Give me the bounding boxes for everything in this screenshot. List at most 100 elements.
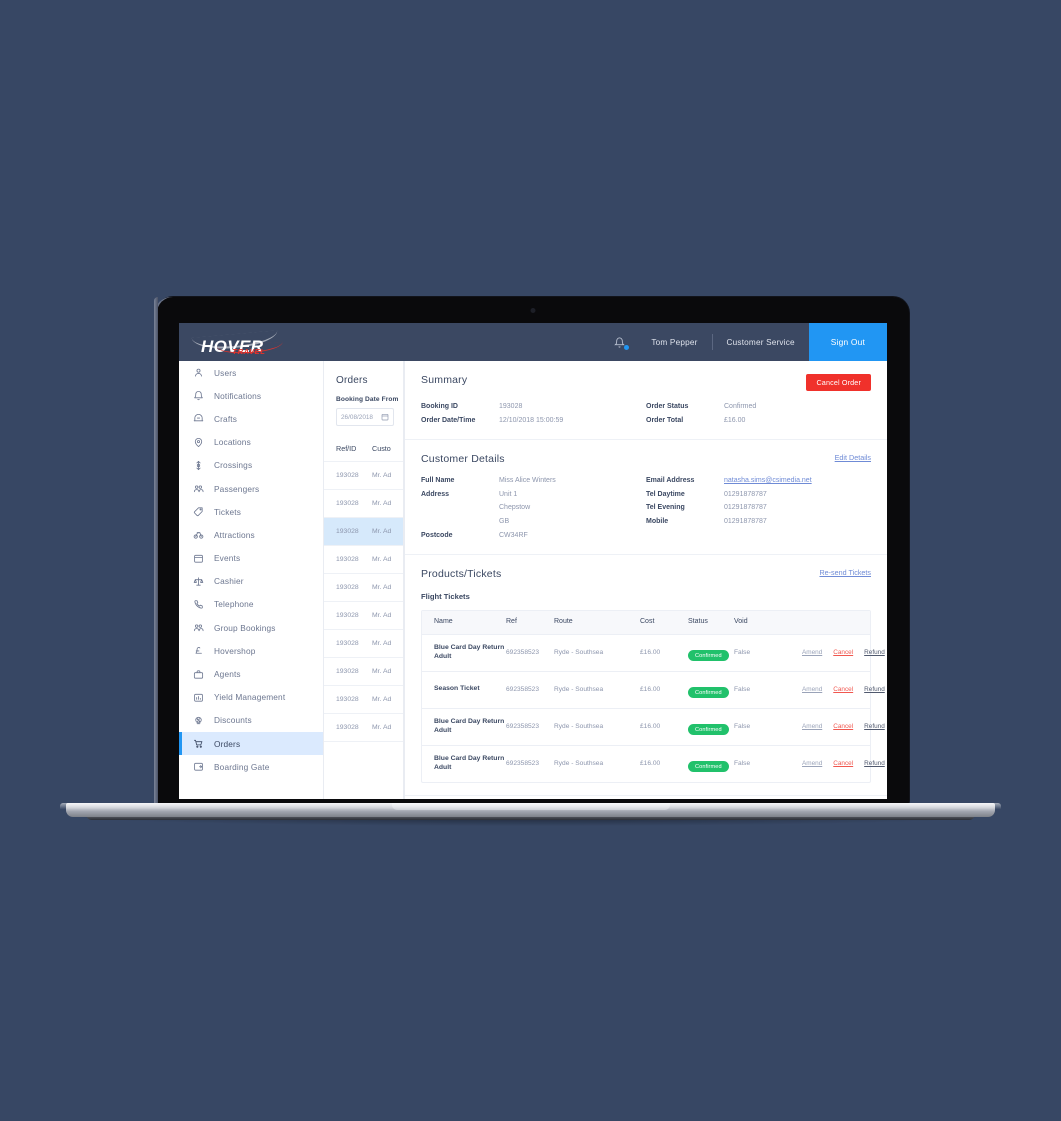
products-header: Products/Tickets Re-send Tickets xyxy=(421,568,871,580)
sidebar-navigation: Users Notifications Crafts Locations Crossin… xyxy=(179,361,324,799)
nav-divider xyxy=(711,334,713,350)
summary-right-values: Confirmed £16.00 xyxy=(724,400,756,427)
cancel-order-button[interactable]: Cancel Order xyxy=(806,374,871,391)
sidebar-item-passengers[interactable]: Passengers xyxy=(179,477,323,500)
orders-table-header: Ref/ID Custo xyxy=(324,426,403,462)
booking-date-from-label: Booking Date From xyxy=(336,396,399,403)
summary-panel: Summary Cancel Order Booking ID Order Da… xyxy=(405,361,887,441)
sidebar-item-label: Crafts xyxy=(214,413,238,424)
orders-list-item[interactable]: 193028 Mr. Ad xyxy=(324,714,403,742)
sidebar-item-notifications[interactable]: Notifications xyxy=(179,384,323,407)
orders-list-item[interactable]: 193028 Mr. Ad xyxy=(324,658,403,686)
discount-icon xyxy=(193,715,204,726)
refund-link[interactable]: Refund xyxy=(864,723,885,731)
sidebar-item-label: Group Bookings xyxy=(214,622,276,633)
order-status-value: Confirmed xyxy=(724,403,757,410)
sidebar-item-group-bookings[interactable]: Group Bookings xyxy=(179,616,323,639)
screen: HOVER TRAVEL Tom Pepper xyxy=(179,323,887,799)
laptop-trackpad-notch xyxy=(391,803,670,810)
sidebar-item-cashier[interactable]: Cashier xyxy=(179,570,323,593)
sidebar-item-attractions[interactable]: Attractions xyxy=(179,523,323,546)
user-icon xyxy=(193,367,204,378)
ticket-actions: AmendCancelRefundView xyxy=(802,760,887,767)
email-value-link[interactable]: natasha.sims@csimedia.net xyxy=(724,477,812,485)
refund-link[interactable]: Refund xyxy=(864,760,885,768)
address-label: Address xyxy=(421,490,450,498)
customer-details-title: Customer Details xyxy=(421,453,505,466)
hovertravel-logo[interactable]: HOVER TRAVEL xyxy=(191,329,284,356)
user-name[interactable]: Tom Pepper xyxy=(651,337,698,347)
cancel-link[interactable]: Cancel xyxy=(833,649,854,657)
order-ref: 193028 xyxy=(336,696,359,703)
edit-details-link[interactable]: Edit Details xyxy=(834,453,871,463)
sidebar-item-locations[interactable]: Locations xyxy=(179,431,323,454)
orders-list-item[interactable]: 193028 Mr. Ad xyxy=(324,574,403,602)
orders-list-item[interactable]: 193028 Mr. Ad xyxy=(324,686,403,714)
sidebar-item-events[interactable]: Events xyxy=(179,547,323,570)
resend-tickets-link[interactable]: Re-send Tickets xyxy=(819,568,871,578)
cancel-link[interactable]: Cancel xyxy=(833,760,854,768)
refund-link[interactable]: Refund xyxy=(864,649,885,657)
orders-list-item[interactable]: 193028 Mr. Ad xyxy=(324,462,403,490)
calendar-icon[interactable] xyxy=(381,413,389,421)
refund-link[interactable]: Refund xyxy=(864,686,885,694)
column-header-customer: Custo xyxy=(372,444,391,453)
address-spacer-2 xyxy=(421,515,499,529)
cancel-link[interactable]: Cancel xyxy=(833,723,854,731)
laptop-base xyxy=(60,803,1001,817)
customer-right-column: Email Address Tel Daytime Tel Evening Mo… xyxy=(646,474,871,542)
sign-out-button[interactable]: Sign Out xyxy=(808,323,887,361)
sidebar-item-label: Notifications xyxy=(214,390,262,401)
laptop-lid: HOVER TRAVEL Tom Pepper xyxy=(154,297,909,805)
ticket-void: False xyxy=(734,649,751,657)
order-datetime-value: 12/10/2018 15:00:59 xyxy=(499,416,564,424)
top-navigation-actions: Tom Pepper Customer Service Sign Out xyxy=(606,323,887,361)
sidebar-item-telephone[interactable]: Telephone xyxy=(179,593,323,616)
mobile-label: Mobile xyxy=(646,517,669,525)
amend-link[interactable]: Amend xyxy=(802,723,823,731)
amend-link[interactable]: Amend xyxy=(802,760,823,768)
sidebar-item-crafts[interactable]: Crafts xyxy=(179,407,323,430)
sidebar-item-tickets[interactable]: Tickets xyxy=(179,500,323,523)
order-customer: Mr. Ad xyxy=(372,696,392,703)
ticket-actions: AmendCancelRefundView xyxy=(802,723,887,730)
booking-date-from-input[interactable]: 26/08/2018 xyxy=(336,408,394,426)
sidebar-item-orders[interactable]: Orders xyxy=(179,732,323,756)
ticket-ref: 692358523 xyxy=(506,723,540,731)
order-customer: Mr. Ad xyxy=(372,472,392,479)
cancel-link[interactable]: Cancel xyxy=(833,686,854,694)
ticket-cost: £16.00 xyxy=(640,686,661,694)
orders-list-item[interactable]: 193028 Mr. Ad xyxy=(324,490,403,518)
sidebar-item-boarding-gate[interactable]: Boarding Gate xyxy=(179,755,323,778)
webcam-icon xyxy=(530,308,536,313)
sidebar-item-hovershop[interactable]: Hovershop xyxy=(179,639,323,662)
notifications-button[interactable] xyxy=(606,323,637,361)
bell-icon xyxy=(614,337,626,347)
sidebar-item-discounts[interactable]: Discounts xyxy=(179,709,323,732)
orders-panel-title: Orders xyxy=(336,375,368,386)
orders-list-item[interactable]: 193028 Mr. Ad xyxy=(324,546,403,574)
map-pin-icon xyxy=(193,437,204,448)
briefcase-icon xyxy=(193,669,204,680)
sidebar-item-label: Yield Management xyxy=(214,692,286,703)
customer-service-link[interactable]: Customer Service xyxy=(726,337,795,347)
sidebar-item-agents[interactable]: Agents xyxy=(179,662,323,685)
ticket-void: False xyxy=(734,760,751,768)
application-window: HOVER TRAVEL Tom Pepper xyxy=(179,323,887,799)
sidebar-item-label: Discounts xyxy=(214,715,252,726)
sidebar-item-crossings[interactable]: Crossings xyxy=(179,454,323,477)
sidebar-item-yield-management[interactable]: Yield Management xyxy=(179,686,323,709)
orders-list-item[interactable]: 193028 Mr. Ad xyxy=(324,518,403,546)
cart-icon xyxy=(193,738,204,749)
arrows-vertical-icon xyxy=(193,460,204,471)
customer-fields: Full Name Address Postcode Miss Alice Wi… xyxy=(421,474,871,542)
sidebar-item-users[interactable]: Users xyxy=(179,361,323,384)
amend-link[interactable]: Amend xyxy=(802,686,823,694)
gate-icon xyxy=(193,761,204,772)
orders-list-item[interactable]: 193028 Mr. Ad xyxy=(324,630,403,658)
order-ref: 193028 xyxy=(336,612,359,619)
summary-title: Summary xyxy=(421,374,468,386)
orders-list-item[interactable]: 193028 Mr. Ad xyxy=(324,602,403,630)
amend-link[interactable]: Amend xyxy=(802,649,823,657)
summary-right-labels: Order Status Order Total xyxy=(646,400,724,427)
